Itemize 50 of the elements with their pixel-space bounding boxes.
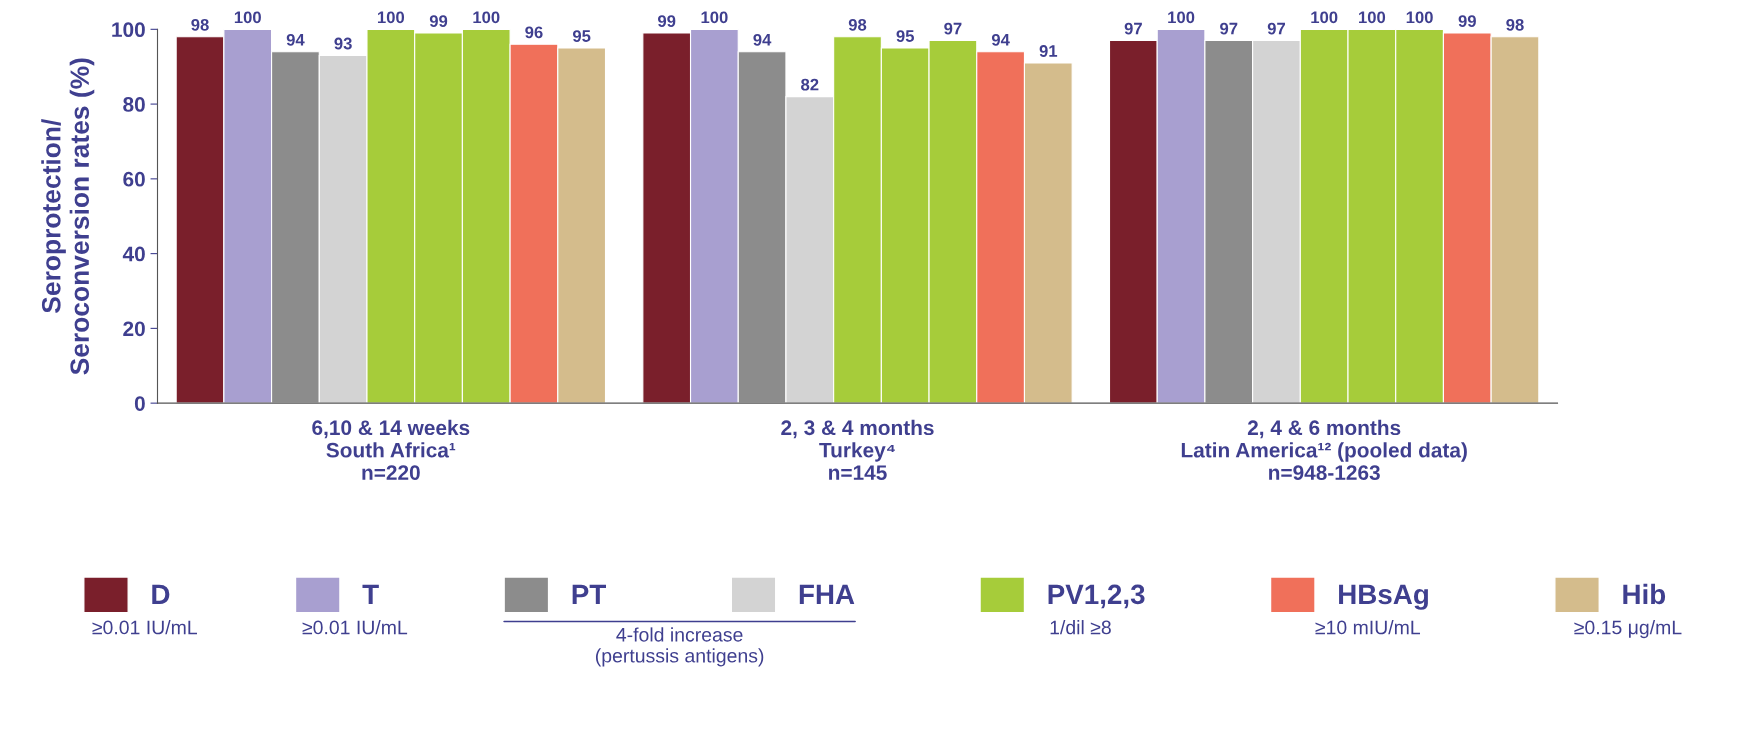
data-label: 99 (658, 15, 676, 27)
data-label: 96 (525, 26, 543, 39)
data-label: 82 (801, 78, 819, 91)
data-label: 100 (1311, 11, 1338, 24)
data-label: 94 (753, 33, 772, 46)
data-label: 95 (896, 30, 915, 42)
y-tick-label: 20 (123, 321, 145, 337)
legend-label: PV1,2,3 (1048, 584, 1145, 609)
legend-label: Hib (1623, 583, 1666, 605)
y-axis-title: Seroprotection/ Seroconversion rates (%) (41, 58, 95, 375)
data-label: 97 (944, 22, 962, 35)
text: ≥0.15 μg/mL (1574, 620, 1682, 639)
y-tick-label: 100 (112, 22, 145, 38)
data-label: 100 (701, 11, 728, 24)
text: 4-fold increase (pertussis antigens) (595, 627, 764, 667)
data-label: 100 (377, 11, 405, 24)
y-tick-label: 80 (123, 97, 145, 112)
data-label: 97 (1124, 22, 1142, 35)
legend-label: FHA (799, 584, 855, 604)
y-tick-label: 0 (134, 396, 145, 411)
x-tick-label: 2, 3 & 4 months Turkey⁴ n=145 (781, 419, 934, 480)
data-label: 95 (572, 30, 591, 42)
data-label: 99 (1458, 15, 1476, 27)
text: ≥10 mIU/mL (1315, 620, 1421, 635)
data-label: 94 (286, 33, 305, 46)
data-label: 91 (1039, 45, 1058, 57)
data-label: 97 (1267, 22, 1285, 35)
data-label: 98 (848, 18, 867, 31)
legend-label: HBsAg (1339, 584, 1428, 610)
y-tick-label: 40 (122, 246, 145, 262)
x-tick-label: 6,10 & 14 weeks South Africa¹ n=220 (312, 419, 470, 480)
text: ≥0.01 IU/mL (302, 620, 408, 635)
data-label: 98 (1506, 18, 1524, 31)
data-label: 99 (429, 15, 448, 27)
x-tick-label: 2, 4 & 6 months Latin America¹² (pooled data) n=948-1263 (1181, 419, 1467, 481)
text: ≥0.01 IU/mL (92, 620, 197, 635)
data-label: 100 (473, 11, 500, 24)
data-label: 100 (1359, 11, 1386, 24)
legend-label: T (362, 584, 379, 604)
y-tick-label: 60 (123, 171, 145, 187)
data-label: 97 (1220, 22, 1238, 35)
data-label: 94 (991, 33, 1010, 46)
data-label: 93 (334, 37, 352, 50)
legend-label: D (152, 584, 170, 604)
data-label: 100 (1168, 11, 1195, 24)
legend-label: PT (572, 584, 606, 604)
text: 1/dil ≥8 (1050, 620, 1111, 635)
data-label: 98 (191, 18, 209, 31)
data-label: 100 (1406, 11, 1433, 24)
data-label: 100 (234, 11, 261, 24)
